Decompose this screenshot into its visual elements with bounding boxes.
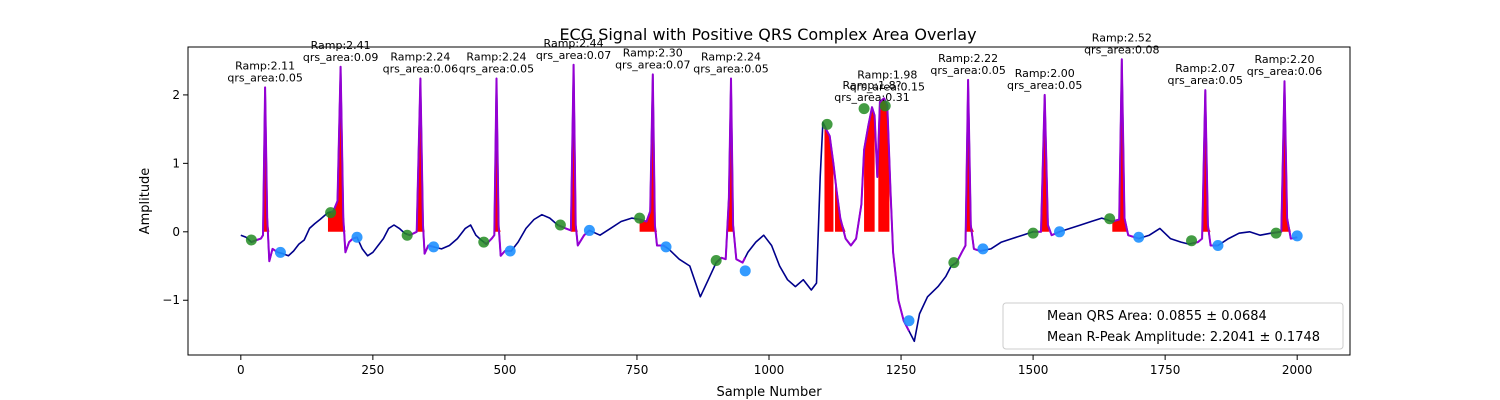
qrs-area-fill: [1281, 81, 1291, 232]
qrs-segment-line: [1109, 58, 1140, 240]
qrs-area-label: qrs_area:0.05: [930, 64, 1005, 77]
legend: Mean QRS Area: 0.0855 ± 0.0684 Mean R-Pe…: [1002, 302, 1344, 350]
qrs-segment-line: [1191, 89, 1218, 247]
qrs-onset-marker: [948, 257, 960, 269]
y-tick-label: 1: [172, 156, 180, 170]
qrs-onset-marker: [245, 234, 257, 246]
chart-title: ECG Signal with Positive QRS Complex Are…: [559, 25, 976, 44]
legend-box: [1002, 302, 1344, 350]
qrs-area-label: qrs_area:0.06: [1247, 65, 1322, 78]
x-tick-label: 250: [361, 363, 384, 377]
qrs-area-fill: [416, 78, 425, 232]
qrs-area-label: qrs_area:0.05: [227, 71, 302, 84]
qrs-offset-marker: [428, 241, 440, 253]
qrs-offset-marker: [1133, 231, 1145, 243]
r-peak-amplitude-label: Ramp:2.52: [1092, 31, 1152, 44]
qrs-offset-marker: [351, 231, 363, 243]
qrs-onset-marker: [478, 236, 490, 248]
qrs-segment-line: [1033, 93, 1060, 237]
r-peak-amplitude-label: Ramp:2.07: [1175, 62, 1235, 75]
qrs-onset-marker: [821, 118, 833, 130]
ecg-signal-line: [240, 58, 1298, 343]
x-tick-label: 1750: [1150, 363, 1181, 377]
qrs-onset-marker: [634, 212, 646, 224]
x-tick-label: 750: [626, 363, 649, 377]
y-tick-label: 0: [172, 225, 180, 239]
qrs-offset-marker: [660, 241, 672, 253]
qrs-segment-line: [557, 63, 591, 247]
qrs-offset-marker: [1054, 226, 1065, 238]
qrs-area-fill: [878, 98, 890, 232]
qrs-offset-marker: [583, 224, 595, 236]
legend-entry-r-peak: Mean R-Peak Amplitude: 2.2041 ± 0.1748: [1047, 330, 1320, 345]
qrs-onset-marker: [858, 103, 870, 115]
qrs-offset-marker: [1212, 239, 1224, 251]
r-peak-amplitude-label: Ramp:2.24: [466, 50, 526, 63]
qrs-onset-marker: [401, 229, 413, 241]
r-peak-amplitude-label: Ramp:2.20: [1254, 53, 1314, 66]
qrs-onset-marker: [325, 207, 337, 219]
qrs-area-fill: [726, 78, 735, 232]
qrs-area-fill: [835, 177, 851, 232]
qrs-area-label: qrs_area:0.15: [850, 80, 925, 93]
qrs-offset-marker: [739, 265, 751, 277]
qrs-area-label: qrs_area:0.05: [1168, 74, 1243, 87]
qrs-onset-marker: [554, 219, 566, 231]
qrs-area-label: qrs_area:0.09: [303, 51, 378, 64]
qrs-onset-marker: [710, 255, 722, 267]
qrs-area-fill: [260, 87, 270, 232]
qrs-area-fill: [864, 107, 875, 232]
qrs-offset-marker: [274, 246, 286, 258]
r-peak-amplitude-label: Ramp:2.24: [390, 50, 450, 63]
y-tick-label: −1: [162, 293, 180, 307]
qrs-offset-marker: [977, 243, 989, 255]
qrs-onset-marker: [1104, 213, 1116, 225]
qrs-area-label: qrs_area:0.08: [1084, 43, 1159, 56]
y-axis-label: Amplitude: [138, 168, 153, 235]
r-peak-amplitude-label: Ramp:2.00: [1015, 67, 1075, 80]
x-axis-ticks: 0 250 500 750 1000 1250 1500 1750 2000: [237, 355, 1312, 377]
qrs-area-label: qrs_area:0.07: [615, 58, 690, 71]
x-tick-label: 1000: [754, 363, 785, 377]
qrs-area-label: qrs_area:0.05: [459, 62, 534, 75]
qrs-segment-line: [330, 65, 358, 254]
x-tick-label: 500: [493, 363, 516, 377]
y-tick-label: 2: [172, 88, 180, 102]
qrs-offset-marker: [903, 315, 915, 327]
qrs-segment-line: [251, 86, 279, 263]
r-peak-amplitude-label: Ramp:2.30: [623, 46, 683, 59]
y-axis-ticks: −1 0 1 2: [162, 88, 188, 307]
qrs-segment-line: [823, 97, 910, 332]
qrs-offset-marker: [504, 245, 516, 257]
qrs-area-label: qrs_area:0.05: [693, 62, 768, 75]
r-peak-amplitude-label: Ramp:2.41: [311, 39, 371, 52]
qrs-area-label: qrs_area:0.31: [834, 91, 909, 104]
qrs-onset-marker: [879, 100, 891, 112]
qrs-segment-line: [715, 77, 747, 264]
r-peak-amplitude-label: Ramp:1.98: [857, 68, 917, 81]
r-peak-amplitude-label: Ramp:2.11: [235, 59, 295, 72]
x-axis-label: Sample Number: [716, 385, 822, 400]
qrs-area-label: qrs_area:0.07: [536, 49, 611, 62]
qrs-onset-marker: [1186, 235, 1198, 247]
x-tick-label: 2000: [1282, 363, 1313, 377]
plot-area: Ramp:2.11qrs_area:0.05Ramp:2.41qrs_area:…: [227, 31, 1322, 343]
qrs-offset-marker: [1291, 230, 1303, 242]
r-peak-amplitude-label: Ramp:2.22: [938, 52, 998, 65]
r-peak-amplitude-label: Ramp:2.24: [701, 50, 761, 63]
qrs-area-fill: [824, 125, 834, 232]
qrs-area-label: qrs_area:0.05: [1007, 79, 1082, 92]
x-tick-label: 1250: [886, 363, 917, 377]
qrs-onset-marker: [1027, 227, 1039, 239]
x-tick-label: 0: [237, 363, 245, 377]
r-peak-amplitude-label: Ramp:1.8?: [843, 79, 902, 92]
legend-entry-qrs-area: Mean QRS Area: 0.0855 ± 0.0684: [1047, 309, 1267, 324]
qrs-onset-marker: [1270, 227, 1282, 239]
x-tick-label: 1500: [1018, 363, 1049, 377]
qrs-area-label: qrs_area:0.06: [383, 62, 458, 75]
